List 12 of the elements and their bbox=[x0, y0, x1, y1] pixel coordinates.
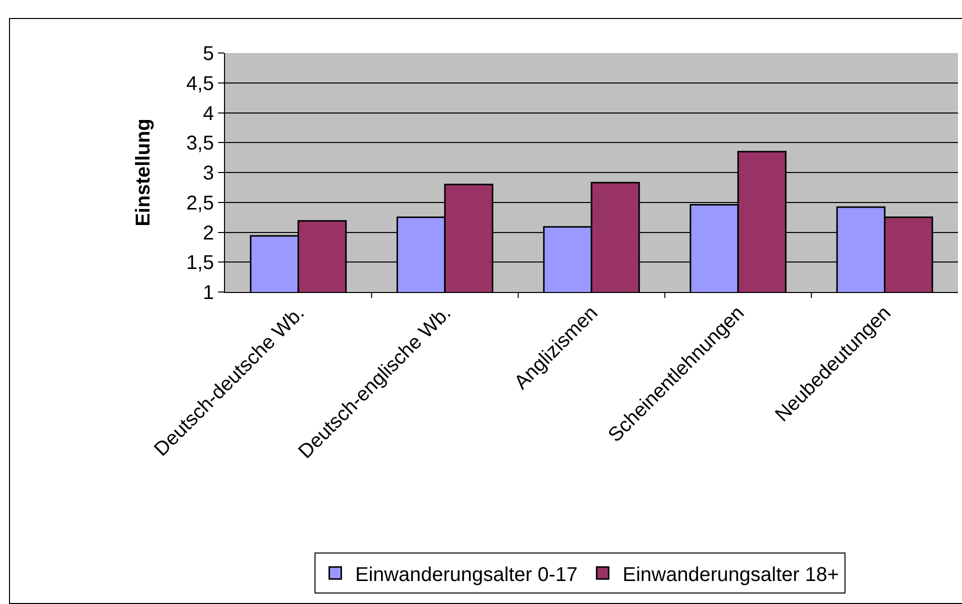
y-tick-label: 3,5 bbox=[186, 132, 214, 155]
legend-label: Einwanderungsalter 18+ bbox=[622, 564, 839, 586]
y-tick-label: 3 bbox=[202, 162, 214, 184]
legend-label: Einwanderungsalter 0-17 bbox=[355, 564, 578, 586]
y-tick-label: 2,5 bbox=[186, 192, 214, 214]
y-tick-label: 5 bbox=[202, 43, 214, 65]
y-axis-title: Einstellung bbox=[132, 118, 155, 226]
y-tick-label: 4,5 bbox=[186, 72, 214, 95]
y-tick-label: 4 bbox=[202, 102, 214, 125]
y-tick-label: 1 bbox=[202, 282, 214, 304]
y-tick-label: 2 bbox=[202, 222, 214, 244]
y-tick-label: 1,5 bbox=[186, 252, 214, 274]
